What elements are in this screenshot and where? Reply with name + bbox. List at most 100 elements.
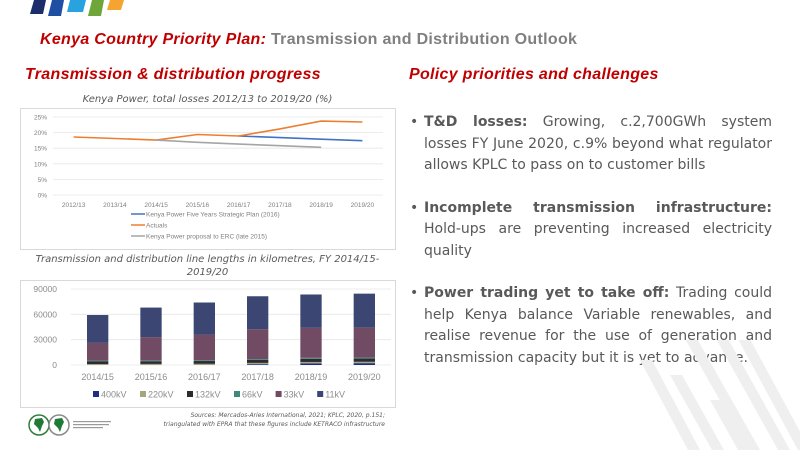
africa-shape-icon xyxy=(34,418,44,432)
bar-segment-66kV-2018/19 xyxy=(300,357,322,359)
right-section-title: Policy priorities and challenges xyxy=(409,66,659,83)
sources-line-2: triangulated with EPRA that these figure… xyxy=(163,421,385,428)
bar-chart: 0 30000 60000 90000 2014/15 2015/16 2016/17 201… xyxy=(33,284,391,400)
x-tick-label: 2012/13 xyxy=(62,202,86,209)
bar-segment-66kV-2014/15 xyxy=(87,360,109,362)
x-tick-label: 2019/20 xyxy=(351,202,375,209)
y-tick-label: 90000 xyxy=(33,284,57,294)
logo-stripe xyxy=(107,0,124,10)
y-tick-label: 0 xyxy=(52,360,57,370)
x-tick-label: 2014/15 xyxy=(81,372,114,382)
series-line-actuals xyxy=(73,120,363,141)
bullet-text: Trading could help Kenya balance Variabl… xyxy=(424,285,773,366)
bar-segment-220kV-2015/16 xyxy=(140,363,162,365)
bar-segment-33kV-2015/16 xyxy=(140,337,162,361)
legend-swatch xyxy=(140,391,146,397)
bar-segment-11kV-2015/16 xyxy=(140,307,162,338)
deco-stripe xyxy=(640,360,700,450)
line-chart-frame: 0% 5% 10% 15% 20% 25% 2012/13 2013/14 2014/15 201… xyxy=(20,108,396,250)
legend-swatch xyxy=(275,391,282,397)
y-tick-label: 15% xyxy=(34,146,47,153)
bar-segment-11kV-2018/19 xyxy=(300,294,322,328)
bar-chart-title: Transmission and distribution line lengt… xyxy=(35,254,380,278)
legend-swatch xyxy=(317,391,324,397)
x-tick-label: 2016/17 xyxy=(227,202,251,209)
logo-stripe xyxy=(30,0,46,14)
y-tick-label: 10% xyxy=(34,161,47,168)
bar-segment-132kV-2018/19 xyxy=(300,358,322,362)
bar-segment-33kV-2018/19 xyxy=(300,327,322,358)
deco-stripe xyxy=(716,340,790,450)
bar-segment-66kV-2019/20 xyxy=(353,357,375,359)
bar-segment-33kV-2017/18 xyxy=(247,329,269,360)
bullet-dot-icon: • xyxy=(410,285,419,301)
y-tick-label: 0% xyxy=(38,193,48,200)
sources-line-1: Sources: Mercados-Aries International, 2… xyxy=(190,412,385,419)
bar-segment-66kV-2016/17 xyxy=(193,360,215,362)
x-tick-label: 2015/16 xyxy=(186,202,210,209)
x-tick-label: 2014/15 xyxy=(144,202,168,209)
bar-chart-frame: 0 30000 60000 90000 2014/15 2015/16 2016/17 201… xyxy=(20,280,396,408)
bullet-heading: T&D losses: xyxy=(424,114,528,130)
logo-stripe xyxy=(48,0,64,16)
x-tick-label: 2019/20 xyxy=(348,372,381,382)
decorative-stripes xyxy=(640,340,800,450)
bullet-text: Hold-ups are preventing increased electr… xyxy=(424,221,772,259)
bullet-transmission-infrastructure: • Incomplete transmission infrastructure… xyxy=(410,198,772,263)
bar-segment-33kV-2016/17 xyxy=(193,334,215,361)
policy-bullets: • T&D losses: Growing, c.2,700GWh system… xyxy=(410,112,772,390)
bar-segment-400kV-2019/20 xyxy=(353,363,375,365)
legend-swatch xyxy=(187,391,193,397)
bar-segment-220kV-2016/17 xyxy=(193,363,215,365)
bar-segment-66kV-2015/16 xyxy=(140,360,162,362)
y-tick-label: 20% xyxy=(34,130,47,137)
bar-segment-132kV-2017/18 xyxy=(247,359,269,363)
bar-segment-220kV-2014/15 xyxy=(87,363,109,365)
bullet-text: Growing, c.2,700GWh system losses FY Jun… xyxy=(424,114,772,173)
logo-stripe xyxy=(88,0,104,16)
bullet-dot-icon: • xyxy=(410,199,419,216)
y-tick-label: 5% xyxy=(38,177,48,184)
bullet-heading: Power trading yet to take off: xyxy=(424,285,670,301)
bar-segment-33kV-2014/15 xyxy=(87,342,109,361)
legend-swatch xyxy=(93,391,99,397)
x-tick-label: 2017/18 xyxy=(241,372,274,382)
page-title-suffix: Transmission and Distribution Outlook xyxy=(270,31,578,48)
africa-shape-icon xyxy=(54,418,64,432)
deco-stripe xyxy=(738,340,800,450)
legend-label: 220kV xyxy=(148,390,174,400)
y-tick-label: 30000 xyxy=(33,335,57,345)
x-tick-label: 2013/14 xyxy=(103,202,127,209)
series-line-kenya-power-five-years-strategic-plan-2016- xyxy=(238,135,363,142)
legend-label: 400kV xyxy=(101,390,127,400)
bullet-td-losses: • T&D losses: Growing, c.2,700GWh system… xyxy=(410,112,772,177)
logo-stripe xyxy=(67,0,86,12)
bullet-power-trading: • Power trading yet to take off: Trading… xyxy=(410,283,772,369)
legend-label: 66kV xyxy=(242,390,263,400)
bar-segment-11kV-2014/15 xyxy=(87,315,109,343)
y-tick-label: 25% xyxy=(34,115,47,122)
left-section-title: Transmission & distribution progress xyxy=(25,66,321,83)
x-tick-label: 2017/18 xyxy=(268,202,292,209)
legend-label: Actuals xyxy=(146,222,168,229)
bar-segment-33kV-2019/20 xyxy=(353,327,375,358)
bar-segment-132kV-2014/15 xyxy=(87,361,109,364)
line-chart: 0% 5% 10% 15% 20% 25% 2012/13 2013/14 2014/15 201… xyxy=(34,115,383,240)
bar-segment-11kV-2017/18 xyxy=(247,296,269,330)
page-title: Kenya Country Priority Plan: Transmissio… xyxy=(40,31,577,49)
y-tick-label: 60000 xyxy=(33,309,57,319)
logo-text-line xyxy=(73,424,109,426)
bar-segment-132kV-2016/17 xyxy=(193,361,215,364)
bar-segment-220kV-2018/19 xyxy=(300,361,322,364)
series-line-kenya-power-proposal-to-erc-late-2015- xyxy=(156,139,322,149)
bullet-dot-icon: • xyxy=(410,114,419,130)
sources-note: Sources: Mercados-Aries International, 2… xyxy=(150,411,385,429)
legend-label: 132kV xyxy=(195,390,221,400)
x-tick-label: 2015/16 xyxy=(135,372,168,382)
legend-label: 11kV xyxy=(325,390,345,400)
x-tick-label: 2018/19 xyxy=(309,202,333,209)
bar-segment-132kV-2019/20 xyxy=(353,358,375,362)
legend-label: Kenya Power Five Years Strategic Plan (2… xyxy=(146,211,280,218)
deco-stripe xyxy=(710,400,750,450)
brand-logo xyxy=(30,0,124,16)
